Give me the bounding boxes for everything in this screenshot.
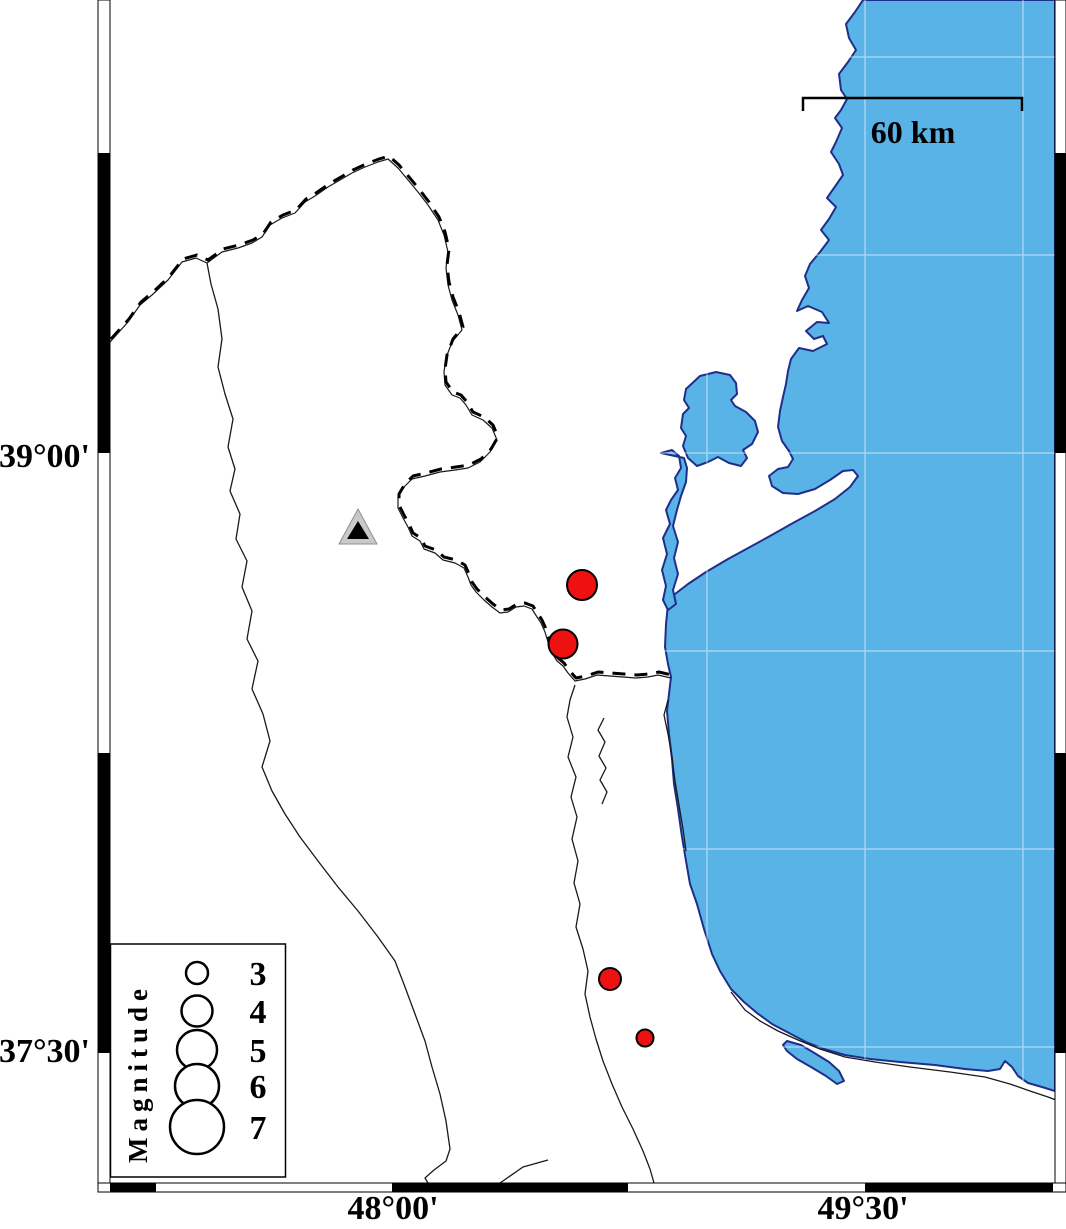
lon-label-48: 48°00' (347, 1190, 438, 1227)
frame-bottom-black-2 (392, 1183, 628, 1192)
scale-bar-label: 60 km (871, 114, 956, 150)
axis-annotations: 39°00' 37°30' 48°00' 49°30' (0, 438, 909, 1227)
caspian-sea-water (664, 0, 1055, 1092)
map-frame (97, 0, 1066, 1193)
earthquake-marker (598, 967, 622, 991)
frame-left-black-1 (98, 153, 110, 453)
earthquake-marker (635, 1028, 655, 1048)
earthquake-marker (547, 628, 579, 660)
frame-bottom-black-1 (110, 1183, 156, 1192)
scale-bar-line (801, 96, 1024, 111)
legend-circle-mag-7 (168, 1098, 226, 1156)
coastal-inland-line (663, 699, 687, 852)
legend-circle-mag-3 (184, 960, 210, 986)
international-border (110, 154, 673, 682)
legend-title: Magnitude (123, 983, 153, 1163)
legend-label-mag-6: 6 (250, 1069, 267, 1106)
south-coast-road-line (730, 991, 1055, 1101)
frame-left-black-2 (98, 753, 110, 1053)
bay-water (680, 371, 759, 467)
legend-label-mag-5: 5 (250, 1033, 267, 1070)
frame-right-black-2 (1055, 753, 1066, 1053)
lat-label-39: 39°00' (0, 438, 90, 475)
legend-label-mag-4: 4 (250, 994, 267, 1031)
boundary-line-branch (499, 1159, 549, 1183)
legend-label-mag-7: 7 (250, 1110, 267, 1147)
earthquake-marker (566, 569, 598, 601)
lat-label-3730: 37°30' (0, 1033, 90, 1070)
legend-circle-mag-4 (180, 994, 214, 1028)
lagoon-water (660, 449, 688, 611)
station-triangle-marker (338, 507, 378, 545)
west-boundary-line (206, 262, 451, 1183)
legend-label-mag-3: 3 (250, 956, 267, 993)
lon-label-4930: 49°30' (817, 1190, 908, 1227)
east-boundary-line (566, 684, 655, 1183)
border-solid-line (110, 158, 672, 682)
frame-right-black-1 (1055, 153, 1066, 453)
scale-bar: 60 km (801, 96, 1024, 150)
border-dashed-line (110, 154, 673, 680)
station-inner-triangle (347, 521, 369, 539)
frame-bottom-black-3 (865, 1183, 1053, 1192)
south-lagoon-water (782, 1040, 845, 1085)
earthquake-markers (547, 569, 655, 1048)
graticule (110, 0, 1055, 1183)
river-squiggle (597, 717, 608, 805)
